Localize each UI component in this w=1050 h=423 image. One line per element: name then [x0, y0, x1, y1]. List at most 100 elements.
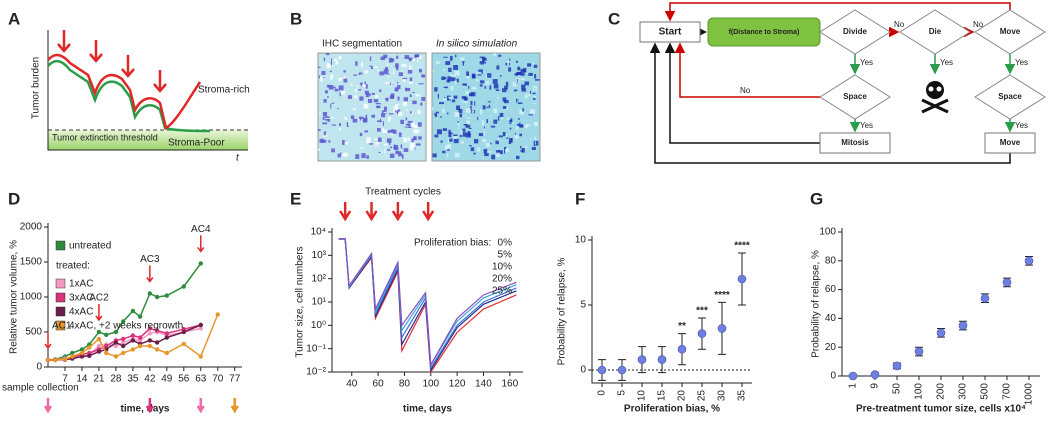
texture — [456, 78, 459, 83]
texture — [407, 120, 413, 124]
texture — [466, 71, 470, 77]
texture — [359, 72, 363, 75]
texture — [387, 149, 391, 151]
data-point — [958, 321, 968, 330]
texture — [505, 81, 509, 87]
texture — [368, 98, 373, 103]
texture — [471, 87, 477, 90]
texture — [483, 61, 487, 64]
texture — [496, 150, 501, 155]
texture — [507, 60, 509, 66]
data-point — [154, 340, 160, 345]
texture — [460, 57, 465, 61]
data-point — [198, 322, 203, 328]
texture — [462, 132, 467, 137]
texture — [496, 65, 500, 70]
texture — [364, 81, 367, 85]
texture — [396, 66, 399, 71]
y-tick-label: 10⁰ — [311, 320, 326, 331]
data-point — [1002, 278, 1012, 287]
texture — [450, 86, 454, 91]
texture — [459, 134, 462, 138]
stroma-poor-curve — [47, 59, 211, 133]
texture — [453, 65, 459, 70]
texture — [376, 105, 381, 109]
texture — [498, 150, 503, 155]
y-tick-label: 500 — [25, 327, 42, 338]
texture — [447, 138, 451, 143]
legend-label: 0% — [498, 238, 513, 249]
data-point — [597, 365, 607, 375]
texture — [521, 84, 526, 90]
data-point — [154, 328, 160, 333]
texture — [339, 91, 342, 97]
texture — [408, 81, 413, 84]
texture — [524, 145, 527, 149]
texture — [448, 97, 452, 100]
texture — [446, 79, 451, 83]
texture — [489, 85, 492, 90]
x-tick-label: 30 — [717, 390, 728, 402]
texture — [533, 86, 537, 92]
panel-b: IHC segmentation In silico simulation — [317, 39, 541, 162]
texture — [393, 105, 398, 110]
texture — [323, 57, 326, 62]
texture — [398, 151, 402, 154]
texture — [486, 119, 489, 123]
panel-a: Tumor burden Stroma-rich Stroma-Poor Tum… — [31, 30, 250, 164]
texture — [418, 83, 424, 85]
texture — [339, 77, 344, 80]
x-label: Pre-treatment tumor size, cells x10⁴ — [856, 404, 1026, 415]
texture — [432, 70, 434, 73]
texture — [369, 65, 371, 67]
texture — [388, 142, 391, 145]
texture — [519, 146, 522, 149]
texture — [395, 150, 399, 155]
texture — [448, 67, 452, 72]
stroma-rich-curve — [47, 53, 202, 130]
texture — [407, 69, 413, 74]
texture — [453, 74, 456, 79]
node-label: Divide — [843, 27, 868, 36]
data-point — [914, 347, 924, 356]
texture — [381, 110, 387, 114]
data-point — [657, 355, 667, 364]
data-point — [70, 354, 75, 359]
texture — [518, 118, 520, 120]
treatment-arrow — [422, 202, 435, 222]
texture — [493, 119, 498, 124]
x-label: t — [236, 153, 240, 164]
texture — [366, 155, 370, 159]
texture — [482, 58, 484, 63]
texture — [330, 74, 334, 76]
texture — [384, 82, 390, 84]
texture — [418, 68, 423, 73]
texture — [483, 148, 488, 154]
data-point — [96, 329, 102, 335]
texture — [497, 116, 500, 121]
texture — [331, 148, 335, 153]
data-point — [87, 353, 92, 358]
texture — [385, 67, 389, 71]
texture — [442, 128, 448, 131]
texture — [329, 117, 334, 119]
texture — [520, 78, 526, 81]
texture — [334, 58, 338, 62]
x-tick-label: 25 — [697, 390, 708, 402]
texture — [461, 96, 467, 100]
x-tick-label: 5 — [617, 390, 628, 396]
legend-label: 20% — [492, 274, 512, 285]
texture — [466, 117, 471, 119]
threshold-label: Tumor extinction threshold — [52, 132, 158, 142]
data-point — [113, 354, 119, 359]
texture — [360, 85, 363, 87]
node-label: Start — [659, 27, 682, 38]
significance-label: **** — [734, 241, 750, 252]
texture — [465, 74, 470, 79]
texture — [443, 76, 447, 80]
texture — [383, 143, 389, 146]
data-point — [164, 350, 170, 356]
texture — [323, 99, 327, 103]
texture — [391, 129, 395, 131]
texture — [373, 99, 379, 103]
